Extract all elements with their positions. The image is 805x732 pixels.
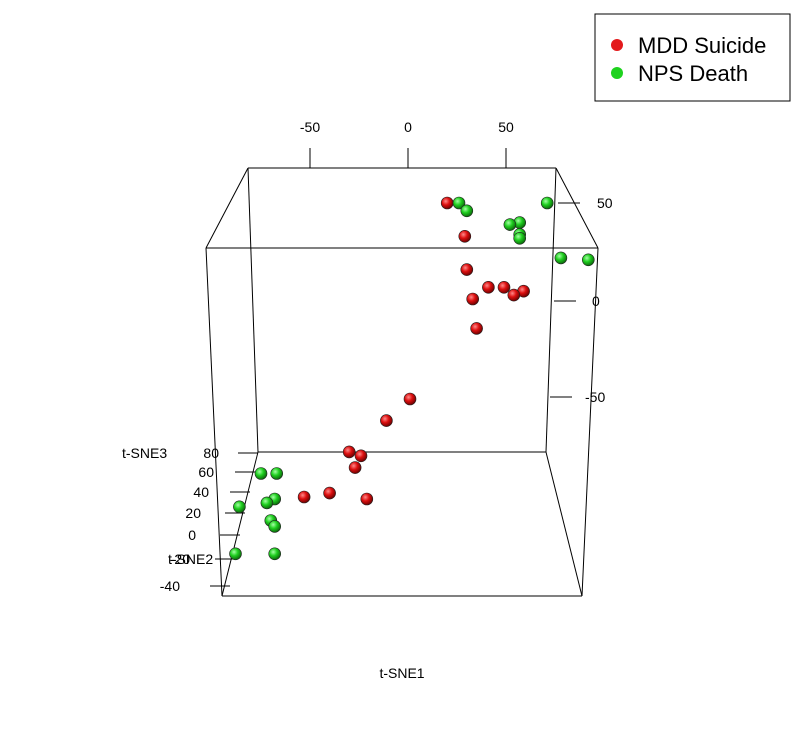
left-tick-label: 40	[193, 484, 209, 500]
box-edge	[205, 167, 249, 249]
left-tick-label: 60	[198, 464, 214, 480]
point-nps-death	[270, 467, 284, 480]
point-nps-death	[554, 251, 568, 265]
point-mdd-suicide	[297, 490, 311, 504]
point-mdd-suicide	[342, 445, 356, 459]
z-axis-title: t-SNE3	[122, 445, 167, 461]
box-edge	[205, 247, 223, 597]
point-nps-death	[460, 204, 474, 218]
left-tick-label: 0	[188, 527, 196, 543]
left-tick-label: -40	[160, 578, 180, 594]
point-nps-death	[229, 547, 242, 561]
point-mdd-suicide	[380, 414, 393, 427]
point-mdd-suicide	[458, 230, 472, 243]
box-edge	[247, 167, 259, 453]
point-nps-death	[268, 520, 282, 533]
box-edge	[221, 451, 259, 597]
legend-label-nps-death: NPS Death	[638, 61, 748, 86]
right-tick-label: 0	[592, 293, 600, 309]
top-tick-label: -50	[300, 119, 320, 135]
legend-marker-mdd-suicide	[611, 39, 623, 51]
box-edge	[555, 167, 599, 249]
point-mdd-suicide	[440, 196, 454, 210]
point-nps-death	[452, 196, 466, 210]
box-edge	[545, 167, 557, 453]
point-mdd-suicide	[460, 263, 474, 276]
legend-marker-nps-death	[611, 67, 623, 79]
point-nps-death	[254, 467, 268, 480]
top-axis-ticks	[309, 148, 507, 168]
point-mdd-suicide	[466, 292, 480, 306]
box-frame	[205, 167, 599, 597]
point-nps-death	[268, 547, 282, 561]
point-mdd-suicide	[360, 492, 374, 506]
point-mdd-suicide	[482, 280, 495, 294]
legend-label-mdd-suicide: MDD Suicide	[638, 33, 766, 58]
top-tick-label: 50	[498, 119, 514, 135]
y-axis-title: t-SNE2	[168, 551, 213, 567]
point-mdd-suicide	[470, 322, 483, 335]
point-nps-death	[513, 232, 527, 245]
point-mdd-suicide	[354, 449, 368, 463]
right-tick-label: 50	[597, 195, 613, 211]
point-nps-death	[581, 253, 595, 267]
point-mdd-suicide	[348, 461, 362, 474]
x-axis-title: t-SNE1	[379, 665, 424, 681]
legend: MDD Suicide NPS Death	[594, 13, 791, 102]
point-mdd-suicide	[403, 392, 417, 406]
left-tick-label: 80	[203, 445, 219, 461]
left-tick-label: 20	[185, 505, 201, 521]
point-mdd-suicide	[323, 486, 336, 500]
box-edge	[581, 247, 599, 597]
points-layer	[229, 196, 595, 561]
point-mdd-suicide	[507, 288, 521, 302]
point-mdd-suicide	[497, 280, 511, 294]
point-nps-death	[503, 218, 517, 231]
point-nps-death	[233, 500, 246, 514]
left-axis-ticks	[210, 452, 258, 587]
legend-box	[594, 13, 791, 102]
right-axis-ticks	[550, 202, 580, 398]
right-tick-label: -50	[585, 389, 605, 405]
left-tick-label: -20	[170, 551, 190, 567]
top-tick-label: 0	[404, 119, 412, 135]
box-edge	[545, 451, 583, 597]
point-nps-death	[540, 196, 554, 210]
point-nps-death	[260, 496, 274, 510]
